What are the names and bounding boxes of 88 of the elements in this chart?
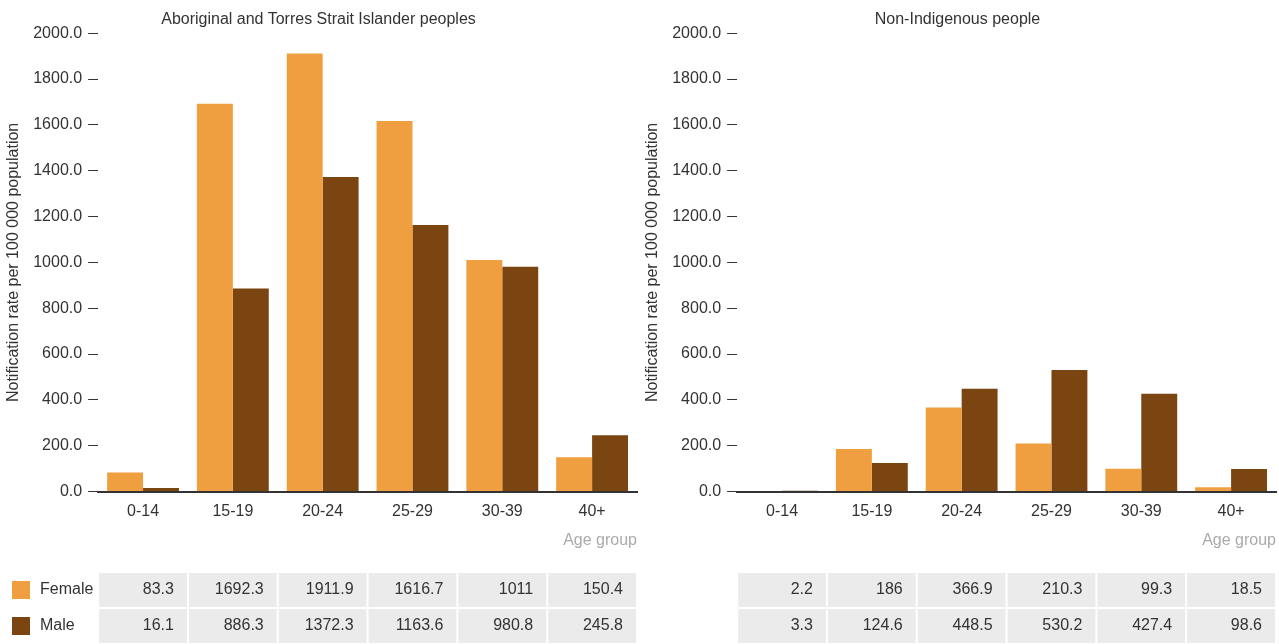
y-tick-label: 2000.0 (672, 23, 722, 41)
x-tick-label: 30-39 (1120, 501, 1162, 519)
x-tick-label: 25-29 (392, 501, 434, 519)
x-tick-label: 25-29 (1031, 501, 1073, 519)
y-tick-label: 800.0 (42, 298, 83, 316)
y-tick-label: 600.0 (681, 344, 722, 362)
y-tick-label: 1800.0 (672, 69, 722, 87)
bar (286, 53, 323, 492)
data-label: 530.2 (1042, 616, 1083, 634)
data-label: 427.4 (1132, 616, 1173, 634)
y-tick-label: 1600.0 (33, 115, 83, 133)
x-axis-title: Age group (563, 530, 638, 548)
chart-title: Non-Indigenous people (874, 10, 1041, 28)
data-label: 1911.9 (305, 580, 354, 598)
data-label: 124.6 (862, 616, 903, 634)
y-tick-label: 1200.0 (33, 206, 83, 224)
legend-label: Female (40, 580, 94, 598)
x-tick-label: 20-24 (941, 501, 983, 519)
bar (1015, 443, 1052, 492)
bar (1231, 469, 1268, 492)
y-axis-title: Notification rate per 100 000 population (643, 122, 661, 403)
x-tick-label: 0-14 (127, 501, 160, 519)
data-label: 980.8 (493, 616, 534, 634)
y-tick-label: 0.0 (698, 482, 722, 500)
y-tick-label: 0.0 (59, 482, 83, 500)
data-label: 886.3 (223, 616, 264, 634)
y-tick-label: 1400.0 (33, 161, 83, 179)
data-label: 2.2 (790, 580, 814, 598)
bar (412, 224, 449, 492)
x-tick-label: 40+ (578, 501, 606, 519)
data-label: 16.1 (142, 616, 175, 634)
bar (1141, 393, 1178, 492)
bar (961, 388, 998, 492)
bar (835, 448, 872, 492)
x-tick-label: 0-14 (766, 501, 799, 519)
y-tick-label: 1600.0 (672, 115, 722, 133)
data-label: 448.5 (952, 616, 993, 634)
y-tick-label: 1200.0 (672, 206, 722, 224)
bar (196, 103, 233, 492)
bar (556, 457, 593, 492)
y-tick-label: 200.0 (42, 436, 83, 454)
y-tick-label: 600.0 (42, 344, 83, 362)
x-tick-label: 40+ (1217, 501, 1245, 519)
data-label: 150.4 (582, 580, 624, 598)
y-tick-label: 200.0 (681, 436, 722, 454)
x-tick-label: 30-39 (481, 501, 523, 519)
x-axis-title: Age group (1202, 530, 1277, 548)
data-label: 186 (876, 580, 903, 598)
y-tick-label: 1000.0 (672, 252, 722, 270)
bar (925, 407, 962, 492)
data-label: 245.8 (582, 616, 624, 634)
data-label: 83.3 (142, 580, 175, 598)
bar (502, 266, 539, 492)
bar (871, 463, 908, 492)
data-label: 1011 (498, 580, 534, 598)
x-tick-label: 15-19 (851, 501, 893, 519)
data-label: 18.5 (1230, 580, 1263, 598)
chart-title: Aboriginal and Torres Strait Islander peoples (161, 10, 476, 28)
data-label: 1372.3 (304, 616, 354, 634)
data-label: 366.9 (952, 580, 993, 598)
bar (143, 487, 179, 492)
bar (232, 288, 269, 492)
y-tick-label: 1800.0 (33, 69, 83, 87)
bar (592, 435, 629, 492)
x-tick-label: 20-24 (302, 501, 344, 519)
bar (1051, 370, 1088, 492)
y-tick-label: 800.0 (681, 298, 722, 316)
bar (322, 177, 359, 492)
y-tick-label: 1000.0 (33, 252, 83, 270)
data-label: 1692.3 (214, 580, 264, 598)
bar (1195, 487, 1232, 492)
data-label: 99.3 (1141, 580, 1173, 598)
y-tick-label: 400.0 (42, 390, 83, 408)
bar (107, 472, 144, 492)
data-label: 98.6 (1230, 616, 1263, 634)
bar (376, 121, 413, 492)
bar (466, 259, 503, 492)
y-tick-label: 400.0 (681, 390, 722, 408)
data-label: 1163.6 (395, 616, 444, 634)
x-tick-label: 15-19 (212, 501, 254, 519)
legend-label: Male (40, 616, 75, 634)
data-label: 3.3 (790, 616, 814, 634)
bar (1105, 468, 1142, 492)
y-tick-label: 1400.0 (672, 161, 722, 179)
y-axis-title: Notification rate per 100 000 population (4, 122, 22, 403)
data-label: 210.3 (1042, 580, 1083, 598)
y-tick-label: 2000.0 (33, 23, 83, 41)
data-label: 1616.7 (394, 580, 444, 598)
